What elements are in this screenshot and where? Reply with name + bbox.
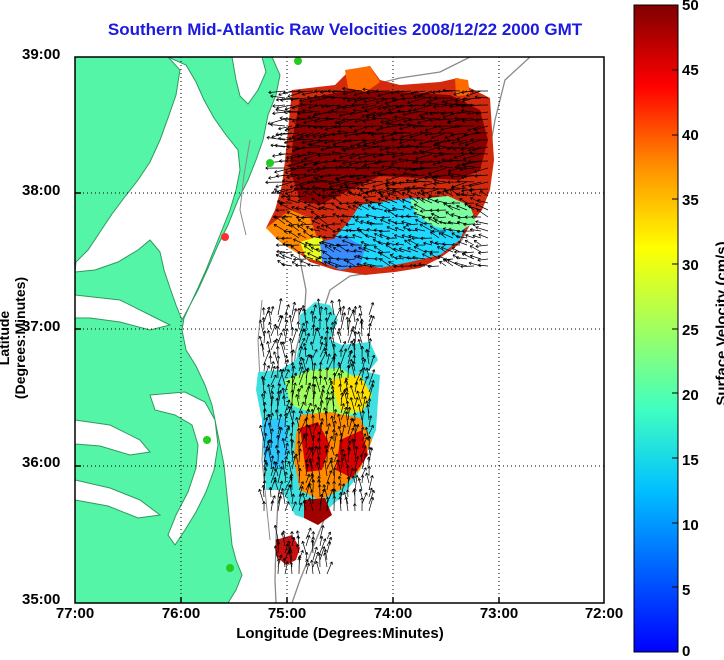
station-marker (221, 233, 229, 241)
station-marker (203, 436, 211, 444)
station-marker (226, 564, 234, 572)
station-marker (266, 159, 274, 167)
station-marker (294, 57, 302, 65)
colorbar (634, 5, 678, 652)
